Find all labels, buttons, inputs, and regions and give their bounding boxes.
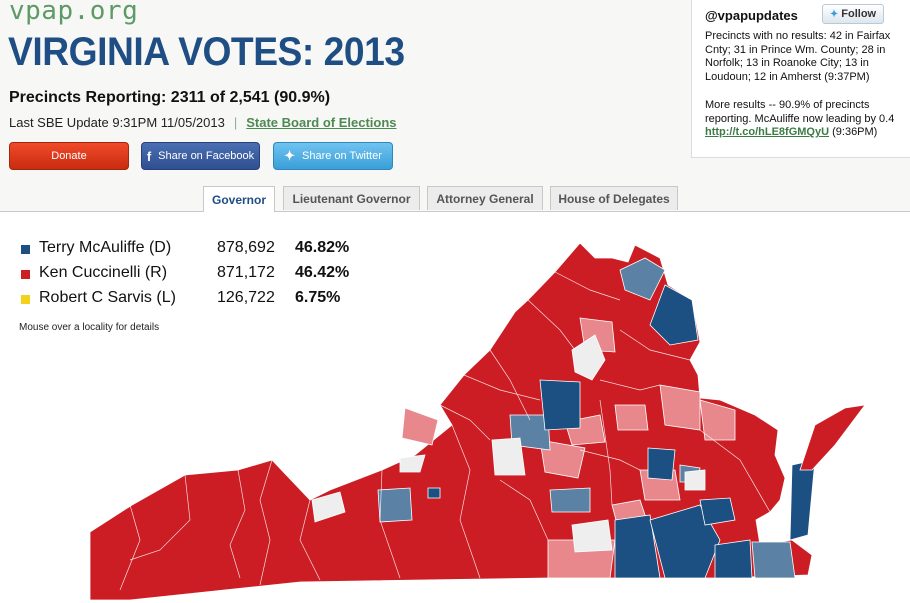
- last-update-text: Last SBE Update 9:31PM 11/05/2013: [9, 115, 225, 130]
- border-line: [599, 399, 613, 506]
- legend-swatch: [21, 295, 30, 304]
- virginia-locality-map[interactable]: [0, 214, 910, 603]
- locality[interactable]: [659, 384, 701, 431]
- tab-label: Lieutenant Governor: [292, 191, 411, 206]
- locality[interactable]: [571, 519, 613, 553]
- locality-group: [427, 284, 816, 579]
- border-line: [229, 469, 246, 579]
- candidate-name: Terry McAuliffe (D): [39, 239, 172, 256]
- locality[interactable]: [751, 541, 796, 579]
- legend-swatch: [21, 245, 30, 254]
- tab-attorney-general[interactable]: Attorney General: [427, 186, 543, 210]
- separator: |: [233, 115, 238, 130]
- border-line: [527, 299, 576, 351]
- border-line: [439, 404, 491, 441]
- tweet-link[interactable]: http://t.co/hLE8fGMQyU: [705, 126, 830, 138]
- tweet-text: More results -- 90.9% of precincts repor…: [705, 99, 895, 125]
- tweet-item: More results -- 90.9% of precincts repor…: [705, 99, 910, 140]
- result-row: Robert C Sarvis (L) 126,722 6.75%: [19, 288, 379, 310]
- border-line: [489, 349, 531, 421]
- locality[interactable]: [401, 407, 439, 446]
- tab-governor[interactable]: Governor: [203, 186, 275, 212]
- locality[interactable]: [714, 539, 753, 579]
- twitter-bird-icon: ✦: [829, 8, 839, 20]
- locality[interactable]: [399, 454, 426, 473]
- county-borders: [119, 271, 771, 591]
- result-row: Ken Cuccinelli (R) 871,172 46.42%: [19, 263, 379, 285]
- vote-percent: 46.82%: [295, 239, 350, 256]
- border-line: [599, 379, 661, 391]
- locality[interactable]: [539, 439, 586, 479]
- twitter-bird-icon: ✦: [284, 148, 295, 163]
- vote-count: 878,692: [217, 239, 275, 256]
- tweet-time: (9:36PM): [832, 126, 878, 138]
- locality[interactable]: [699, 497, 736, 526]
- twitter-widget: @vpapupdates ✦ Follow Precincts with no r…: [691, 0, 910, 158]
- border-line: [463, 374, 541, 401]
- border-line: [299, 499, 321, 581]
- update-line: Last SBE Update 9:31PM 11/05/2013 | State …: [9, 115, 397, 130]
- donate-label: Donate: [51, 150, 87, 162]
- tab-house-of-delegates[interactable]: House of Delegates: [550, 186, 678, 210]
- precincts-reporting: Precincts Reporting: 2311 of 2,541 (90.9…: [9, 89, 331, 106]
- locality[interactable]: [614, 404, 649, 431]
- candidate-name: Robert C Sarvis (L): [39, 289, 176, 306]
- twitter-label: Share on Twitter: [302, 150, 382, 162]
- tweet-text: Precincts with no results: 42 in Fairfax…: [705, 30, 891, 83]
- donate-button[interactable]: Donate: [9, 142, 129, 170]
- follow-label: Follow: [841, 8, 877, 20]
- result-row: Terry McAuliffe (D) 878,692 46.82%: [19, 238, 379, 260]
- page-title: VIRGINIA VOTES: 2013: [8, 30, 405, 74]
- tab-label: Governor: [211, 192, 266, 207]
- map-hint: Mouse over a locality for details: [19, 322, 160, 333]
- border-line: [499, 479, 549, 541]
- locality[interactable]: [377, 487, 413, 523]
- facebook-label: Share on Facebook: [158, 150, 255, 162]
- locality[interactable]: [614, 514, 661, 579]
- locality[interactable]: [789, 459, 816, 541]
- tweet-item: Precincts with no results: 42 in Fairfax…: [705, 30, 910, 84]
- locality[interactable]: [647, 447, 676, 481]
- locality[interactable]: [539, 379, 581, 431]
- candidate-name: Ken Cuccinelli (R): [39, 264, 168, 281]
- locality[interactable]: [684, 469, 706, 491]
- header-panel: vpap.org VIRGINIA VOTES: 2013 Precincts …: [0, 0, 910, 212]
- border-line: [554, 271, 621, 301]
- border-line: [451, 424, 481, 579]
- locality-group: [311, 334, 706, 553]
- facebook-icon: f: [146, 148, 152, 164]
- locality[interactable]: [619, 257, 666, 301]
- locality[interactable]: [427, 487, 441, 499]
- locality[interactable]: [491, 437, 526, 476]
- follow-button[interactable]: ✦ Follow: [822, 4, 884, 24]
- border-line: [579, 449, 641, 471]
- vote-percent: 6.75%: [295, 289, 341, 306]
- locality[interactable]: [311, 491, 346, 523]
- border-line: [259, 459, 273, 586]
- locality[interactable]: [549, 487, 591, 513]
- locality[interactable]: [649, 284, 699, 346]
- vote-percent: 46.42%: [295, 264, 350, 281]
- tab-label: House of Delegates: [558, 191, 670, 206]
- border-line: [129, 474, 191, 561]
- border-line: [619, 329, 691, 361]
- legend-swatch: [21, 270, 30, 279]
- sbe-link[interactable]: State Board of Elections: [246, 115, 397, 130]
- share-twitter-button[interactable]: ✦ Share on Twitter: [273, 142, 393, 170]
- locality[interactable]: [649, 504, 721, 579]
- border-line: [119, 504, 141, 591]
- eastern-shore-locality[interactable]: [799, 404, 866, 471]
- twitter-handle[interactable]: @vpapupdates: [705, 8, 798, 23]
- vote-count: 126,722: [217, 289, 275, 306]
- vote-count: 871,172: [217, 264, 275, 281]
- locality[interactable]: [699, 399, 736, 441]
- site-logo[interactable]: vpap.org: [9, 0, 139, 26]
- tab-lieutenant-governor[interactable]: Lieutenant Governor: [283, 186, 420, 210]
- share-facebook-button[interactable]: f Share on Facebook: [141, 142, 260, 170]
- border-line: [379, 469, 401, 579]
- tab-label: Attorney General: [436, 191, 534, 206]
- border-line: [699, 429, 771, 513]
- locality[interactable]: [571, 334, 606, 381]
